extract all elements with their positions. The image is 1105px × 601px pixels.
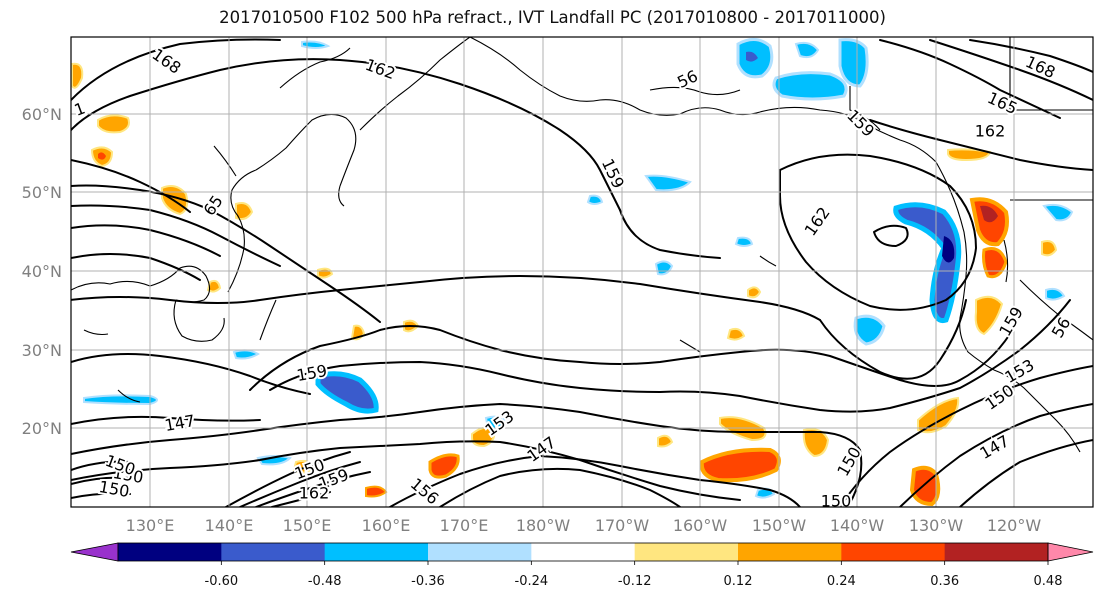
lat-label: 20°N bbox=[22, 419, 62, 438]
coastlines bbox=[71, 37, 1093, 453]
graticule bbox=[71, 37, 1093, 507]
colorbar-extend-high bbox=[1047, 542, 1094, 562]
lon-label: 130°W bbox=[909, 516, 964, 535]
height-contours bbox=[71, 38, 1093, 507]
colorbar-tick-label: 0.48 bbox=[1034, 574, 1063, 589]
colorbar-segment bbox=[944, 543, 1049, 561]
lat-label: 60°N bbox=[22, 105, 62, 124]
colorbar-tick-labels: -0.60 -0.48 -0.36 -0.24 -0.12 0.12 0.24 0.36 0.4… bbox=[205, 561, 1063, 589]
lat-label: 40°N bbox=[22, 262, 62, 281]
latitude-labels: 60°N 50°N 40°N 30°N 20°N bbox=[22, 105, 62, 438]
shading-negative bbox=[83, 38, 1074, 499]
lon-label: 140°W bbox=[830, 516, 885, 535]
lon-label: 150°W bbox=[752, 516, 807, 535]
lon-label: 140°E bbox=[205, 516, 254, 535]
colorbar-segment bbox=[531, 543, 636, 561]
colorbar-frame bbox=[117, 542, 1049, 562]
colorbar-segment bbox=[738, 543, 842, 561]
colorbar-tick-label: -0.12 bbox=[618, 574, 652, 589]
colorbar-segment bbox=[634, 543, 739, 561]
lon-label: 150°E bbox=[283, 516, 332, 535]
map-frame bbox=[70, 36, 1094, 508]
lon-label: 160°E bbox=[362, 516, 411, 535]
longitude-labels: 130°E 140°E 150°E 160°E 170°E 180°W 170°W 160°W… bbox=[126, 516, 1042, 535]
colorbar bbox=[70, 542, 1094, 562]
lat-label: 50°N bbox=[22, 183, 62, 202]
contour-label: 150 bbox=[821, 492, 852, 511]
colorbar-tick-label: -0.24 bbox=[515, 574, 549, 589]
colorbar-tick-label: 0.36 bbox=[930, 574, 959, 589]
colorbar-extend-low bbox=[70, 542, 119, 562]
colorbar-tick-label: 0.24 bbox=[827, 574, 856, 589]
lon-label: 130°E bbox=[126, 516, 175, 535]
lat-label: 30°N bbox=[22, 341, 62, 360]
contour-label: 162 bbox=[299, 484, 330, 503]
colorbar-tick-label: -0.36 bbox=[411, 574, 445, 589]
contour-label: 162 bbox=[975, 122, 1006, 141]
lon-label: 170°W bbox=[595, 516, 650, 535]
map-title: 2017010500 F102 500 hPa refract., IVT La… bbox=[219, 8, 886, 27]
colorbar-segment bbox=[428, 543, 532, 561]
colorbar-segment bbox=[118, 543, 222, 561]
colorbar-segment bbox=[221, 543, 326, 561]
colorbar-tick-label: -0.48 bbox=[308, 574, 342, 589]
colorbar-segment bbox=[324, 543, 429, 561]
contour-label: 147 bbox=[163, 411, 196, 435]
colorbar-segment bbox=[841, 543, 946, 561]
lon-label: 160°W bbox=[673, 516, 728, 535]
lon-label: 180°W bbox=[516, 516, 571, 535]
lon-label: 120°W bbox=[987, 516, 1042, 535]
lon-label: 170°E bbox=[440, 516, 489, 535]
colorbar-tick-label: -0.60 bbox=[205, 574, 239, 589]
colorbar-tick-label: 0.12 bbox=[724, 574, 753, 589]
